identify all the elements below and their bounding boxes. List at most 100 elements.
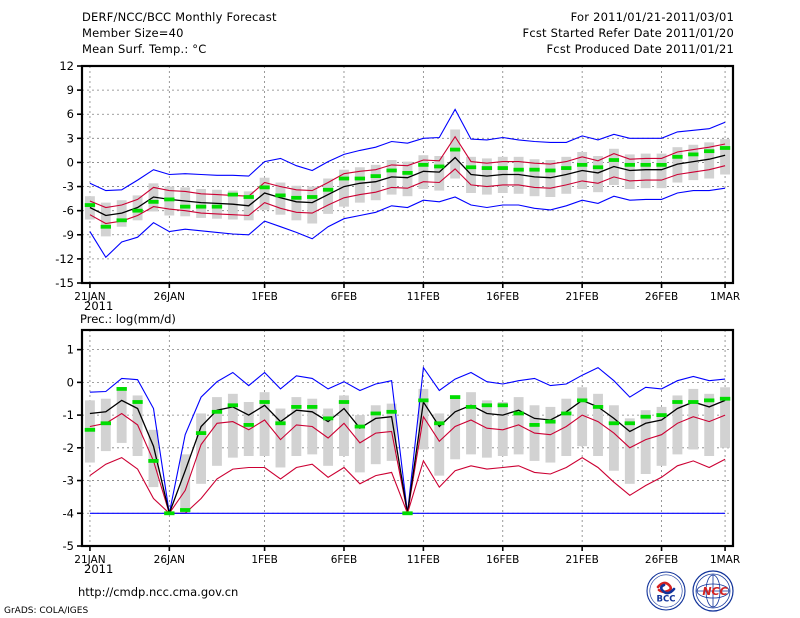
observed-dash bbox=[195, 431, 207, 435]
x-tick-label: 6FEB bbox=[331, 554, 358, 566]
y-tick-label: 12 bbox=[59, 59, 74, 73]
spread-bar bbox=[148, 429, 159, 488]
bottom-chart-year-label: 2011 bbox=[84, 562, 114, 576]
temp-variable-label: Mean Surf. Temp.: °C bbox=[82, 42, 207, 56]
y-tick-label: -2 bbox=[63, 441, 74, 455]
spread-bar bbox=[434, 413, 445, 476]
observed-dash bbox=[243, 195, 254, 199]
spread-bar bbox=[323, 408, 334, 466]
forecast-period-label: For 2011/01/21-2011/03/01 bbox=[570, 10, 734, 24]
y-tick-label: -1 bbox=[63, 408, 74, 422]
svg-text:BCC: BCC bbox=[657, 595, 676, 605]
observed-dash bbox=[592, 405, 604, 409]
x-tick-label: 26FEB bbox=[645, 554, 678, 566]
member-size-label: Member Size=40 bbox=[82, 26, 184, 40]
observed-dash bbox=[227, 192, 239, 197]
svg-text:NCC: NCC bbox=[702, 585, 727, 598]
x-tick-label: 26JAN bbox=[154, 291, 185, 303]
spread-bar bbox=[291, 185, 302, 221]
forecast-title: DERF/NCC/BCC Monthly Forecast bbox=[82, 10, 277, 24]
observed-dash bbox=[719, 146, 731, 150]
observed-dash bbox=[132, 208, 143, 213]
observed-dash bbox=[608, 158, 620, 162]
observed-dash bbox=[418, 398, 429, 403]
x-tick-label: 26JAN bbox=[154, 554, 185, 566]
spread-bar bbox=[481, 400, 492, 458]
observed-dash bbox=[576, 162, 588, 167]
observed-dash bbox=[354, 176, 366, 181]
series-lower_quartile bbox=[89, 165, 726, 225]
observed-dash bbox=[291, 195, 302, 200]
observed-dash bbox=[180, 204, 191, 209]
observed-dash bbox=[275, 421, 286, 426]
observed-dash bbox=[672, 154, 683, 159]
observed-dash bbox=[338, 400, 350, 404]
website-url[interactable]: http://cmdp.ncc.cma.gov.cn bbox=[78, 585, 239, 599]
y-tick-label: 6 bbox=[67, 107, 74, 121]
observed-dash bbox=[322, 187, 334, 192]
x-tick-label: 6FEB bbox=[331, 291, 358, 303]
spread-bar bbox=[370, 164, 381, 201]
x-tick-label: 26FEB bbox=[645, 291, 678, 303]
spread-bar bbox=[720, 139, 730, 175]
observed-dash bbox=[434, 164, 445, 169]
observed-dash bbox=[307, 195, 318, 199]
spread-bar bbox=[196, 413, 207, 484]
spread-bar bbox=[688, 144, 699, 181]
observed-dash bbox=[513, 411, 524, 416]
spread-bar bbox=[180, 454, 191, 514]
observed-dash bbox=[195, 204, 207, 209]
x-tick-label: 21JAN bbox=[74, 554, 105, 566]
observed-dash bbox=[434, 421, 445, 426]
y-tick-label: -4 bbox=[63, 506, 74, 520]
x-tick-label: 1MAR bbox=[710, 554, 740, 566]
observed-dash bbox=[148, 459, 159, 463]
observed-dash bbox=[481, 166, 493, 170]
spread-bar bbox=[545, 160, 556, 198]
observed-dash bbox=[704, 398, 715, 403]
observed-dash bbox=[354, 424, 366, 429]
x-tick-label: 11FEB bbox=[407, 291, 440, 303]
observed-dash bbox=[402, 170, 413, 175]
y-tick-label: 1 bbox=[67, 343, 74, 357]
observed-dash bbox=[386, 168, 397, 173]
x-tick-label: 16FEB bbox=[486, 554, 519, 566]
spread-bar bbox=[354, 167, 365, 203]
observed-dash bbox=[84, 203, 96, 207]
y-tick-label: -3 bbox=[63, 474, 74, 488]
observed-dash bbox=[449, 395, 461, 399]
y-tick-label: -5 bbox=[63, 539, 74, 553]
spread-bar bbox=[180, 187, 191, 217]
observed-dash bbox=[592, 165, 604, 170]
fcst-produced-label: Fcst Produced Date 2011/01/21 bbox=[546, 42, 734, 56]
observed-dash bbox=[132, 400, 143, 404]
observed-dash bbox=[211, 409, 223, 414]
observed-dash bbox=[211, 204, 223, 209]
x-tick-label: 21JAN bbox=[74, 291, 105, 303]
spread-bar bbox=[720, 387, 730, 448]
spread-bar bbox=[656, 153, 667, 189]
spread-bar bbox=[640, 410, 651, 474]
observed-dash bbox=[576, 398, 588, 403]
spread-bar bbox=[212, 397, 222, 466]
observed-dash bbox=[688, 152, 699, 157]
spread-bar bbox=[116, 387, 127, 443]
x-tick-label: 11FEB bbox=[407, 554, 440, 566]
bcc-logo: BCC bbox=[646, 571, 686, 611]
observed-dash bbox=[164, 511, 175, 516]
spread-bar bbox=[323, 178, 334, 214]
observed-dash bbox=[243, 423, 254, 427]
spread-bar bbox=[227, 393, 238, 458]
observed-dash bbox=[481, 403, 493, 408]
series-median bbox=[89, 154, 726, 217]
series-min bbox=[89, 187, 726, 259]
spread-bar bbox=[497, 402, 508, 456]
spread-bar bbox=[704, 142, 715, 179]
observed-dash bbox=[164, 197, 175, 202]
spread-bar bbox=[672, 395, 683, 455]
observed-dash bbox=[545, 168, 556, 173]
spread-bar bbox=[450, 398, 461, 460]
y-tick-label: 0 bbox=[67, 155, 74, 169]
